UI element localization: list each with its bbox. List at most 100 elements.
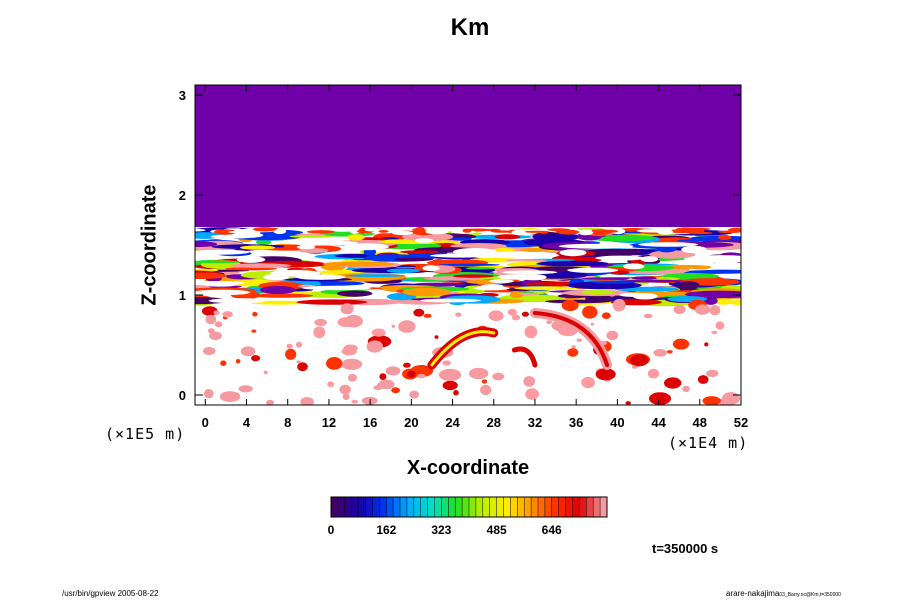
patch <box>423 313 432 318</box>
boundary-streak <box>425 228 449 235</box>
patch <box>371 328 386 337</box>
patch <box>296 341 302 348</box>
arc-feature <box>511 346 538 368</box>
patch <box>296 360 301 364</box>
turbulence-gap <box>208 298 267 304</box>
patch <box>366 340 383 353</box>
turbulence-gap <box>453 248 497 256</box>
patch <box>285 348 297 360</box>
x-tick-label: 52 <box>734 415 748 430</box>
footer-right: arare-nakajima03_Barry.nc@Km,t=350000 <box>726 589 841 598</box>
turbulence-streak <box>345 274 406 277</box>
patch <box>252 311 258 317</box>
patch <box>314 318 327 327</box>
turbulence-streak <box>255 239 272 245</box>
boundary-streak <box>358 227 368 234</box>
x-tick-label: 44 <box>651 415 666 430</box>
y-axis-unit: (×1E5 m) <box>105 425 186 443</box>
patch <box>341 358 363 370</box>
colorbar-cell <box>531 497 539 517</box>
turbulence-streak <box>509 291 524 299</box>
colorbar-cell <box>400 497 408 517</box>
turbulence-streak <box>617 279 685 283</box>
turbulence-streak <box>249 293 314 298</box>
patch <box>717 398 731 405</box>
turbulence-streak <box>438 263 501 266</box>
boundary-streak <box>364 227 381 232</box>
turbulence-streak <box>386 268 421 274</box>
patch <box>203 389 214 399</box>
turbulence-gap <box>420 298 481 303</box>
turbulence-streak <box>400 250 439 254</box>
colorbar-frame <box>330 496 608 518</box>
turbulence-streak <box>582 248 643 256</box>
turbulence-streak <box>520 248 550 252</box>
patch <box>706 369 719 377</box>
colorbar-cell <box>393 497 401 517</box>
patch <box>391 387 400 394</box>
turbulence-streak <box>347 234 365 241</box>
turbulence-streak <box>580 289 616 295</box>
turbulence-streak <box>505 259 548 262</box>
patch <box>697 375 709 384</box>
colorbar-cell <box>538 497 546 517</box>
patch <box>576 338 583 342</box>
turbulence-streak <box>537 260 609 267</box>
colorbar-tick-label: 323 <box>431 523 451 537</box>
x-tick-label: 16 <box>363 415 377 430</box>
turbulence-streak <box>703 296 718 305</box>
boundary-streak <box>547 228 571 232</box>
boundary-streak <box>565 230 578 234</box>
turbulence-gap <box>501 270 558 275</box>
patch <box>391 324 396 328</box>
boundary-streak <box>228 230 251 234</box>
colorbar-cell <box>586 497 594 517</box>
colorbar-cell <box>331 497 339 517</box>
x-tick-label: 48 <box>693 415 707 430</box>
patch <box>704 342 709 347</box>
colorbar-cell <box>558 497 566 517</box>
turbulence-gap <box>343 243 390 251</box>
boundary-streak <box>636 229 669 233</box>
patch <box>202 347 216 355</box>
patch <box>263 370 268 375</box>
patch <box>511 314 521 321</box>
patch <box>581 376 595 389</box>
turbulence-gap <box>709 261 741 270</box>
patch <box>664 377 682 389</box>
patch <box>213 310 220 316</box>
patch <box>715 321 725 330</box>
colorbar-cell <box>427 497 435 517</box>
turbulence-gap <box>595 255 645 261</box>
boundary-streak <box>676 227 696 232</box>
patch <box>606 330 619 341</box>
colorbar-cell <box>351 497 359 517</box>
patch <box>220 360 227 367</box>
uniform-region <box>195 85 741 227</box>
turbulence-streak <box>195 272 227 279</box>
patch <box>413 308 425 317</box>
patch <box>525 388 539 400</box>
boundary-streak <box>462 228 472 233</box>
turbulence-streak <box>544 299 611 304</box>
colorbar-cell <box>482 497 491 517</box>
y-tick-label: 2 <box>179 188 186 203</box>
patch <box>344 314 363 328</box>
turbulence-gap <box>623 263 645 270</box>
colorbar-cell <box>448 497 456 517</box>
turbulence-streak <box>676 239 710 242</box>
patch <box>351 399 359 404</box>
x-tick-label: 32 <box>528 415 542 430</box>
colorbar-tick-label: 646 <box>542 523 562 537</box>
patch <box>339 384 351 395</box>
x-tick-label: 12 <box>322 415 336 430</box>
patch <box>653 349 667 357</box>
patch <box>205 314 217 325</box>
colorbar-cell <box>455 497 463 517</box>
patch <box>481 379 488 384</box>
turbulence-gap <box>203 283 238 287</box>
turbulence-streak <box>298 248 329 253</box>
patch <box>453 390 459 396</box>
patch <box>455 312 462 317</box>
